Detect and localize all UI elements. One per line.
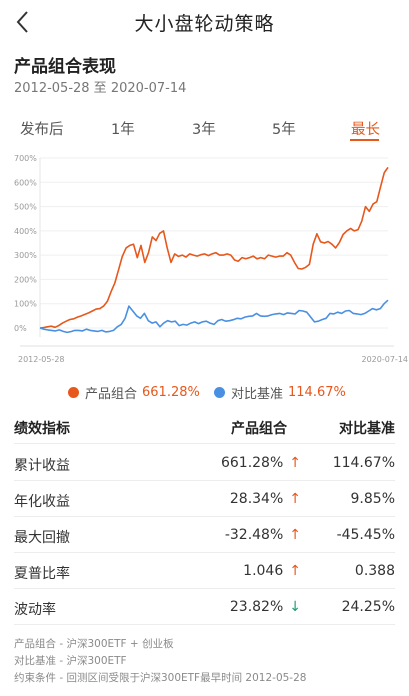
x-end-label: 2020-07-14 <box>362 355 409 364</box>
legend-portfolio-value: 661.28% <box>142 385 200 400</box>
legend-portfolio: 产品组合 661.28% <box>68 383 200 402</box>
benchmark-value: 24.25% <box>341 599 395 615</box>
table-row: 累计收益 661.28% ↑ 114.67% <box>14 445 395 481</box>
metric-label: 年化收益 <box>14 494 70 510</box>
chart-legend: 产品组合 661.28% 对比基准 114.67% <box>0 383 409 403</box>
date-range: 2012-05-28 至 2020-07-14 <box>14 81 187 96</box>
page-title: 大小盘轮动策略 <box>134 13 275 35</box>
y-tick-label: 700% <box>14 154 37 163</box>
table-row: 波动率 23.82% ↓ 24.25% <box>14 589 395 625</box>
portfolio-value: -32.48% ↑ <box>225 527 301 543</box>
tab-since-launch[interactable]: 发布后 <box>20 122 64 138</box>
tab-1y[interactable]: 1年 <box>111 122 135 138</box>
benchmark-value: 9.85% <box>350 491 395 507</box>
legend-benchmark-value: 114.67% <box>288 385 346 400</box>
top-bar: 大小盘轮动策略 <box>0 0 409 44</box>
legend-benchmark: 对比基准 114.67% <box>214 383 346 402</box>
tab-max[interactable]: 最长 <box>351 122 380 138</box>
portfolio-value-text: 28.34% <box>229 491 284 507</box>
tab-3y[interactable]: 3年 <box>192 122 216 138</box>
y-tick-label: 100% <box>14 300 37 309</box>
y-tick-label: 500% <box>14 203 37 212</box>
y-tick-label: 400% <box>14 227 37 236</box>
period-tabs: 发布后 1年 3年 5年 最长 <box>0 112 409 148</box>
benchmark-value: 0.388 <box>354 563 395 579</box>
header-benchmark: 对比基准 <box>339 421 395 437</box>
portfolio-dot-icon <box>68 387 79 398</box>
benchmark-value: -45.45% <box>336 527 395 543</box>
portfolio-value-text: 1.046 <box>243 563 284 579</box>
header-portfolio: 产品组合 <box>231 421 287 437</box>
table-row: 最大回撤 -32.48% ↑ -45.45% <box>14 517 395 553</box>
footnotes: 产品组合 - 沪深300ETF + 创业板 对比基准 - 沪深300ETF 约束… <box>14 636 306 687</box>
section-title: 产品组合表现 <box>14 57 116 77</box>
metric-label: 最大回撤 <box>14 530 70 546</box>
y-tick-label: 300% <box>14 251 37 260</box>
y-tick-label: 600% <box>14 178 37 187</box>
portfolio-value: 28.34% ↑ <box>230 491 301 507</box>
y-tick-label: 200% <box>14 275 37 284</box>
legend-benchmark-label: 对比基准 <box>231 387 284 402</box>
active-tab-indicator <box>350 139 379 141</box>
portfolio-series-line <box>39 166 389 329</box>
arrow-up-icon: ↑ <box>289 563 301 579</box>
x-start-label: 2012-05-28 <box>18 355 65 364</box>
y-tick-label: 0% <box>14 324 27 333</box>
arrow-up-icon: ↑ <box>289 527 301 543</box>
portfolio-value: 23.82% ↓ <box>230 599 301 615</box>
portfolio-value-text: 661.28% <box>220 455 284 471</box>
footnote-constraint: 约束条件 - 回测区间受限于沪深300ETF最早时间 2012-05-28 <box>14 672 307 684</box>
portfolio-value-text: -32.48% <box>224 527 284 543</box>
portfolio-value: 1.046 ↑ <box>243 563 301 579</box>
table-header-row: 绩效指标 产品组合 对比基准 <box>14 408 395 444</box>
metric-label: 夏普比率 <box>14 566 70 582</box>
metric-label: 累计收益 <box>14 458 70 474</box>
benchmark-dot-icon <box>214 387 225 398</box>
arrow-up-icon: ↑ <box>289 455 301 471</box>
header-metric: 绩效指标 <box>14 421 70 437</box>
footnote-benchmark: 对比基准 - 沪深300ETF <box>14 655 127 667</box>
metric-label: 波动率 <box>14 602 56 618</box>
benchmark-value: 114.67% <box>332 455 395 471</box>
table-row: 夏普比率 1.046 ↑ 0.388 <box>14 553 395 589</box>
table-row: 年化收益 28.34% ↑ 9.85% <box>14 481 395 517</box>
arrow-up-icon: ↑ <box>289 491 301 507</box>
tab-5y[interactable]: 5年 <box>272 122 296 138</box>
portfolio-value-text: 23.82% <box>229 599 284 615</box>
performance-chart-svg: 700% 600% 500% 400% 300% 200% 100% 0% 2012-05-28… <box>14 154 409 364</box>
benchmark-series-line <box>39 299 389 334</box>
back-chevron-icon[interactable] <box>10 8 38 36</box>
portfolio-value: 661.28% ↑ <box>221 455 301 471</box>
performance-chart: 700% 600% 500% 400% 300% 200% 100% 0% 2012-05-28… <box>0 148 409 378</box>
footnote-portfolio: 产品组合 - 沪深300ETF + 创业板 <box>14 638 174 650</box>
legend-portfolio-label: 产品组合 <box>85 387 138 402</box>
arrow-down-icon: ↓ <box>289 599 301 615</box>
